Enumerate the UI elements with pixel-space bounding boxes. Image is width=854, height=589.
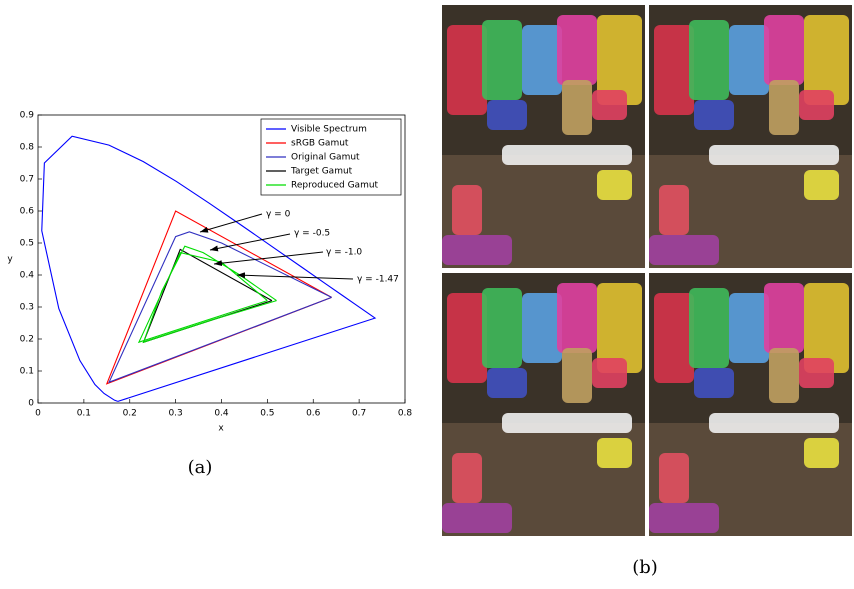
photo-object [649, 235, 719, 265]
x-tick-label: 0.8 [398, 409, 413, 419]
y-tick-label: 0.8 [20, 143, 35, 153]
photo-object [804, 170, 839, 200]
y-tick-label: 0.6 [20, 207, 35, 217]
x-tick-label: 0 [35, 409, 41, 419]
legend-label: sRGB Gamut [291, 139, 349, 149]
photo-object [649, 503, 719, 533]
photo-object [592, 358, 627, 388]
y-tick-label: 0.3 [20, 303, 34, 313]
photo-object [799, 358, 834, 388]
photo-object [694, 100, 734, 130]
legend-label: Visible Spectrum [291, 125, 367, 135]
photo-object [804, 438, 839, 468]
photo-object [557, 15, 597, 85]
photo-object [442, 503, 512, 533]
annotation: γ = -0.5 [294, 229, 330, 239]
photo-object [592, 90, 627, 120]
photo-object [482, 20, 522, 100]
photo-object [659, 453, 689, 503]
photo-object [597, 170, 632, 200]
photo-object [522, 25, 562, 95]
photo-object [689, 20, 729, 100]
photo-object [502, 145, 632, 165]
photo [442, 5, 645, 268]
photo-object [452, 453, 482, 503]
photo-object [729, 25, 769, 95]
y-tick-label: 0 [28, 399, 34, 409]
photo-object [447, 25, 487, 115]
photo-grid [442, 5, 852, 536]
photo-object [442, 235, 512, 265]
x-tick-label: 0.1 [77, 409, 91, 419]
photo-object [654, 25, 694, 115]
photo-object [522, 293, 562, 363]
caption: (a) [188, 457, 213, 478]
y-tick-label: 0.1 [20, 367, 34, 377]
photo-object [694, 368, 734, 398]
legend-label: Original Gamut [291, 153, 360, 163]
x-axis-label: x [218, 424, 224, 434]
photo-object [689, 288, 729, 368]
photo-object [654, 293, 694, 383]
photo-object [452, 185, 482, 235]
photo-object [502, 413, 632, 433]
photo-object [769, 80, 799, 135]
x-tick-label: 0.2 [123, 409, 137, 419]
photo [649, 5, 852, 268]
x-tick-label: 0.5 [260, 409, 274, 419]
x-tick-label: 0.7 [352, 409, 366, 419]
y-tick-label: 0.9 [20, 111, 35, 121]
y-tick-label: 0.7 [20, 175, 34, 185]
photo-object [729, 293, 769, 363]
y-tick-label: 0.4 [20, 271, 35, 281]
photo-object [597, 438, 632, 468]
photo-object [709, 145, 839, 165]
photo-object [487, 100, 527, 130]
annotation: γ = -1.0 [326, 248, 362, 258]
photo [442, 273, 645, 536]
annotation: γ = -1.47 [357, 275, 399, 285]
photo-object [557, 283, 597, 353]
photo-object [799, 90, 834, 120]
x-tick-label: 0.6 [306, 409, 321, 419]
photo-object [487, 368, 527, 398]
photo-object [562, 80, 592, 135]
y-tick-label: 0.5 [20, 239, 34, 249]
photo-object [562, 348, 592, 403]
photo-object [659, 185, 689, 235]
annotation: γ = 0 [266, 210, 291, 220]
x-tick-label: 0.4 [214, 409, 229, 419]
photo-object [709, 413, 839, 433]
legend-label: Reproduced Gamut [291, 181, 379, 191]
photo-object [764, 283, 804, 353]
photo-object [447, 293, 487, 383]
y-tick-label: 0.2 [20, 335, 34, 345]
y-axis-label: y [7, 255, 13, 265]
photo [649, 273, 852, 536]
photo-object [769, 348, 799, 403]
figure: 0 0.1 0.2 0.3 0.4 0.5 0.6 0.7 0.8 0 0.1 0.2 0.3 0.4 0.… [0, 0, 854, 585]
photo-object [764, 15, 804, 85]
photo-object [482, 288, 522, 368]
legend-label: Target Gamut [290, 167, 353, 177]
x-tick-label: 0.3 [168, 409, 182, 419]
caption: (b) [632, 557, 658, 578]
